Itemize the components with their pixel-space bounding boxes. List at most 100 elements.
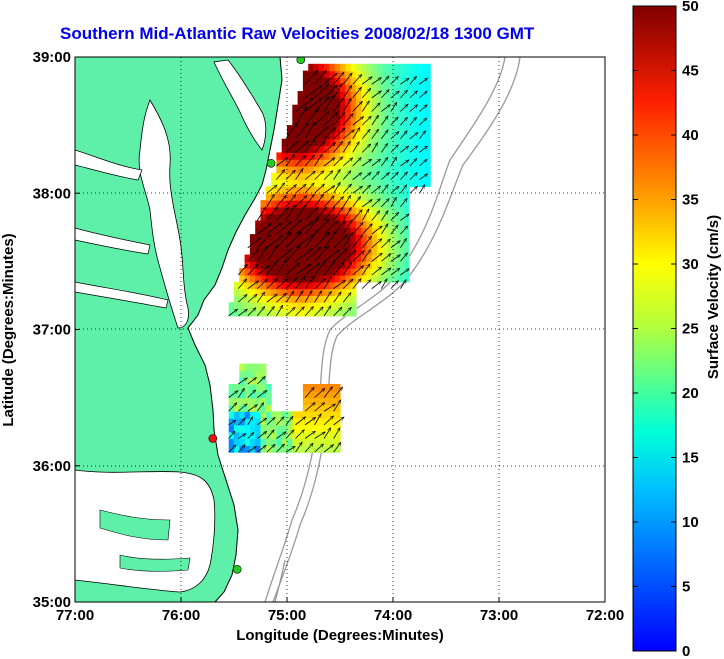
velocity-cell — [319, 282, 325, 289]
velocity-cell — [234, 289, 240, 296]
velocity-cell — [292, 193, 298, 200]
velocity-cell — [292, 418, 298, 425]
velocity-cell — [314, 425, 320, 432]
velocity-cell — [319, 173, 325, 180]
velocity-cell — [382, 64, 388, 71]
velocity-cell — [239, 289, 245, 296]
velocity-cell — [345, 105, 351, 112]
velocity-cell — [298, 261, 304, 268]
velocity-cell — [314, 289, 320, 296]
velocity-cell — [377, 112, 383, 119]
velocity-cell — [314, 64, 320, 71]
velocity-cell — [345, 125, 351, 132]
velocity-cell — [404, 227, 410, 234]
velocity-cell — [372, 180, 378, 187]
velocity-cell — [356, 152, 362, 159]
velocity-cell — [324, 207, 330, 214]
velocity-cell — [308, 84, 314, 91]
velocity-cell — [292, 241, 298, 248]
velocity-cell — [314, 173, 320, 180]
x-tick-label: 74:00 — [374, 607, 412, 624]
velocity-cell — [409, 98, 415, 105]
velocity-cell — [382, 152, 388, 159]
velocity-cell — [271, 309, 277, 316]
velocity-cell — [266, 309, 272, 316]
velocity-cell — [292, 411, 298, 418]
velocity-cell — [229, 411, 235, 418]
velocity-cell — [345, 112, 351, 119]
velocity-cell — [266, 404, 272, 411]
velocity-cell — [329, 302, 335, 309]
velocity-cell — [239, 370, 245, 377]
velocity-cell — [266, 289, 272, 296]
velocity-cell — [324, 125, 330, 132]
velocity-cell — [425, 166, 431, 173]
velocity-cell — [345, 289, 351, 296]
velocity-cell — [393, 125, 399, 132]
velocity-cell — [393, 234, 399, 241]
velocity-cell — [250, 411, 256, 418]
velocity-cell — [245, 391, 251, 398]
velocity-cell — [398, 64, 404, 71]
velocity-cell — [261, 411, 267, 418]
velocity-cell — [351, 295, 357, 302]
velocity-cell — [382, 139, 388, 146]
velocity-cell — [308, 159, 314, 166]
velocity-cell — [319, 391, 325, 398]
velocity-cell — [345, 98, 351, 105]
velocity-cell — [356, 98, 362, 105]
velocity-cell — [271, 445, 277, 452]
velocity-cell — [308, 64, 314, 71]
y-tick-label: 39:00 — [33, 49, 71, 66]
velocity-cell — [234, 302, 240, 309]
velocity-cell — [234, 439, 240, 446]
velocity-cell — [404, 255, 410, 262]
velocity-cell — [361, 139, 367, 146]
velocity-cell — [398, 84, 404, 91]
velocity-cell — [292, 432, 298, 439]
velocity-cell — [345, 227, 351, 234]
velocity-cell — [404, 64, 410, 71]
velocity-cell — [271, 268, 277, 275]
velocity-cell — [409, 118, 415, 125]
velocity-cell — [245, 445, 251, 452]
velocity-cell — [351, 146, 357, 153]
velocity-cell — [287, 152, 293, 159]
velocity-cell — [245, 432, 251, 439]
velocity-cell — [409, 77, 415, 84]
velocity-cell — [255, 411, 261, 418]
velocity-cell — [377, 84, 383, 91]
velocity-cell — [314, 91, 320, 98]
velocity-cell — [324, 139, 330, 146]
velocity-cell — [425, 98, 431, 105]
velocity-cell — [345, 214, 351, 221]
velocity-cell — [409, 84, 415, 91]
velocity-cell — [287, 302, 293, 309]
velocity-cell — [377, 166, 383, 173]
velocity-cell — [319, 125, 325, 132]
velocity-cell — [345, 241, 351, 248]
velocity-cell — [314, 309, 320, 316]
velocity-cell — [335, 227, 341, 234]
velocity-cell — [372, 118, 378, 125]
velocity-cell — [335, 64, 341, 71]
velocity-cell — [319, 398, 325, 405]
velocity-cell — [292, 282, 298, 289]
velocity-cell — [377, 64, 383, 71]
velocity-cell — [303, 112, 309, 119]
velocity-cell — [229, 439, 235, 446]
velocity-cell — [314, 302, 320, 309]
velocity-cell — [255, 439, 261, 446]
velocity-cell — [351, 309, 357, 316]
velocity-cell — [398, 241, 404, 248]
velocity-cell — [324, 309, 330, 316]
velocity-cell — [298, 98, 304, 105]
velocity-cell — [239, 445, 245, 452]
velocity-cell — [340, 309, 346, 316]
velocity-cell — [287, 432, 293, 439]
velocity-cell — [425, 71, 431, 78]
velocity-cell — [414, 152, 420, 159]
velocity-cell — [261, 439, 267, 446]
velocity-cell — [345, 64, 351, 71]
velocity-cell — [255, 364, 261, 371]
